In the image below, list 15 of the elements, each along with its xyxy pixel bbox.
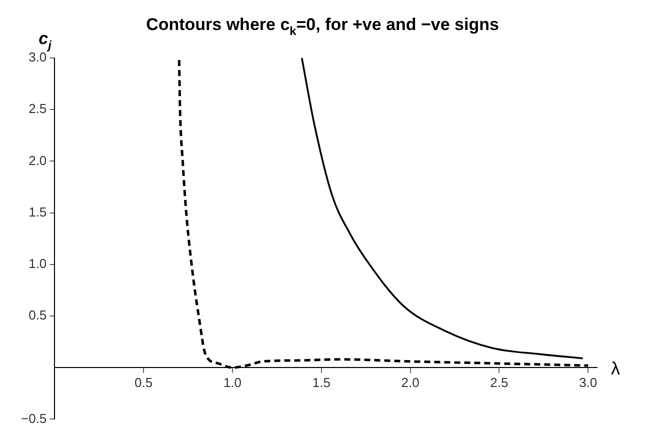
x-tick-label: 1.5: [312, 374, 330, 390]
x-tick-label: 0.5: [134, 374, 153, 390]
x-axis-title: λ: [611, 358, 620, 379]
x-tick-label: 2.5: [490, 374, 508, 390]
x-tick-label: 1.0: [223, 374, 242, 390]
y-tick-label: −0.5: [20, 410, 47, 426]
y-tick-label: 0.5: [28, 308, 47, 323]
y-tick-label: 3.0: [28, 50, 47, 65]
line-series: [300, 58, 584, 360]
y-tick-label: 1.0: [28, 256, 47, 271]
y-tick-label: 2.5: [28, 101, 47, 116]
x-tick-label: 3.0: [579, 374, 598, 390]
y-tick-label: 2.0: [28, 152, 47, 168]
x-tick-label: 2.0: [401, 374, 420, 390]
y-tick-label: 1.5: [28, 204, 47, 220]
